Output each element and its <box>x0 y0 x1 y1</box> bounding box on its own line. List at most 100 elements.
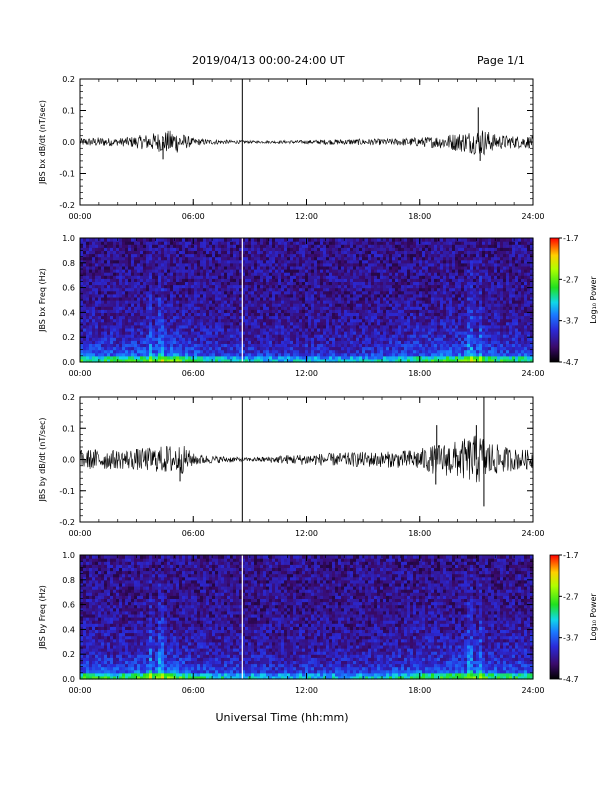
spectrogram-cell <box>368 334 372 338</box>
spectrogram-cell <box>437 272 441 276</box>
panel-group: 0.20.10.0-0.1-0.200:00 06:00 12:00 18:00 24:… <box>38 75 598 695</box>
spectrogram-cell <box>269 346 273 351</box>
spectrogram-cell <box>326 312 330 317</box>
spectrogram-cell <box>341 296 345 301</box>
spectrogram-cell <box>182 327 186 332</box>
spectrogram-cell <box>323 318 327 323</box>
spectrogram-cell <box>275 278 279 282</box>
spectrogram-cell <box>389 355 393 360</box>
spectrogram-cell <box>368 269 372 273</box>
spectrogram-cell <box>248 349 252 354</box>
spectrogram-cell <box>260 265 264 270</box>
spectrogram-cell <box>269 334 273 338</box>
spectrogram-cell <box>149 352 153 357</box>
spectrogram-cell <box>296 343 300 348</box>
spectrogram-cell <box>200 293 204 298</box>
spectrogram-cell <box>161 352 165 357</box>
spectrogram-cell <box>323 259 327 264</box>
spectrogram-cell <box>125 259 129 264</box>
spectrogram-cell <box>143 269 147 273</box>
spectrogram-cell <box>275 309 279 313</box>
spectrogram-cell <box>254 241 258 245</box>
spectrogram-cell <box>308 247 312 251</box>
spectrogram-cell <box>257 250 261 255</box>
spectrogram-cell <box>413 269 417 273</box>
spectrogram-cell <box>305 346 309 351</box>
spectrogram-cell <box>200 346 204 351</box>
spectrogram-cell <box>323 327 327 332</box>
spectrogram-cell <box>248 253 252 258</box>
spectrogram-cell <box>314 300 318 304</box>
spectrogram-cell <box>359 321 363 326</box>
spectrogram-cell <box>347 293 351 298</box>
spectrogram-cell <box>131 290 135 295</box>
spectrogram-cell <box>422 269 426 273</box>
spectrogram-cell <box>308 253 312 258</box>
spectrogram-cell <box>179 281 183 286</box>
spectrogram-cell <box>359 241 363 245</box>
spectrogram-cell <box>242 324 246 329</box>
spectrogram-cell <box>284 278 288 282</box>
spectrogram-cell <box>377 358 381 363</box>
spectrogram-cell <box>197 247 201 251</box>
spectrogram-cell <box>236 309 240 313</box>
spectrogram-cell <box>296 309 300 313</box>
spectrogram-cell <box>272 337 276 341</box>
spectrogram-cell <box>383 334 387 338</box>
spectrogram-cell <box>377 303 381 307</box>
spectrogram-cell <box>362 256 366 261</box>
spectrogram-cell <box>347 337 351 341</box>
spectrogram-cell <box>143 262 147 267</box>
spectrogram-cell <box>113 327 117 332</box>
spectrogram-cell <box>323 275 327 279</box>
spectrogram-cell <box>98 352 102 357</box>
spectrogram-cell <box>185 318 189 323</box>
spectrogram-cell <box>206 296 210 301</box>
y-tick-label: 0.0 <box>62 138 75 147</box>
spectrogram-cell <box>287 315 291 320</box>
spectrogram-cell <box>425 269 429 273</box>
spectrogram-cell <box>308 337 312 341</box>
spectrogram-cell <box>350 256 354 261</box>
spectrogram-cell <box>194 247 198 251</box>
spectrogram-cell <box>224 340 228 344</box>
spectrogram-cell <box>314 290 318 295</box>
spectrogram-cell <box>179 259 183 264</box>
spectrogram-cell <box>404 238 408 242</box>
spectrogram-cell <box>233 262 237 267</box>
spectrogram-cell <box>422 352 426 357</box>
spectrogram-cell <box>350 293 354 298</box>
spectrogram-cell <box>341 238 345 242</box>
spectrogram-cell <box>107 253 111 258</box>
spectrogram-cell <box>386 290 390 295</box>
spectrogram-cell <box>389 331 393 335</box>
spectrogram-cell <box>248 331 252 335</box>
spectrogram-cell <box>407 312 411 317</box>
spectrogram-cell <box>86 306 90 310</box>
spectrogram-cell <box>311 315 315 320</box>
spectrogram-cell <box>113 352 117 357</box>
spectrogram-cell <box>119 265 123 270</box>
spectrogram-cell <box>167 309 171 313</box>
spectrogram-cell <box>296 340 300 344</box>
spectrogram-cell <box>320 352 324 357</box>
spectrogram-cell <box>101 247 105 251</box>
spectrogram-cell <box>404 306 408 310</box>
spectrogram-cell <box>302 293 306 298</box>
spectrogram-cell <box>410 259 414 264</box>
spectrogram-cell <box>98 293 102 298</box>
spectrogram-cell <box>311 349 315 354</box>
spectrogram-cell <box>317 337 321 341</box>
spectrogram-cell <box>80 346 84 351</box>
spectrogram-cell <box>227 352 231 357</box>
spectrogram-cell <box>419 272 423 276</box>
spectrogram-cell <box>401 284 405 289</box>
spectrogram-cell <box>383 340 387 344</box>
spectrogram-cell <box>95 265 99 270</box>
spectrogram-cell <box>170 334 174 338</box>
spectrogram-cell <box>149 278 153 282</box>
spectrogram-cell <box>104 250 108 255</box>
spectrogram-cell <box>422 306 426 310</box>
spectrogram-cell <box>281 290 285 295</box>
spectrogram-cell <box>227 312 231 317</box>
